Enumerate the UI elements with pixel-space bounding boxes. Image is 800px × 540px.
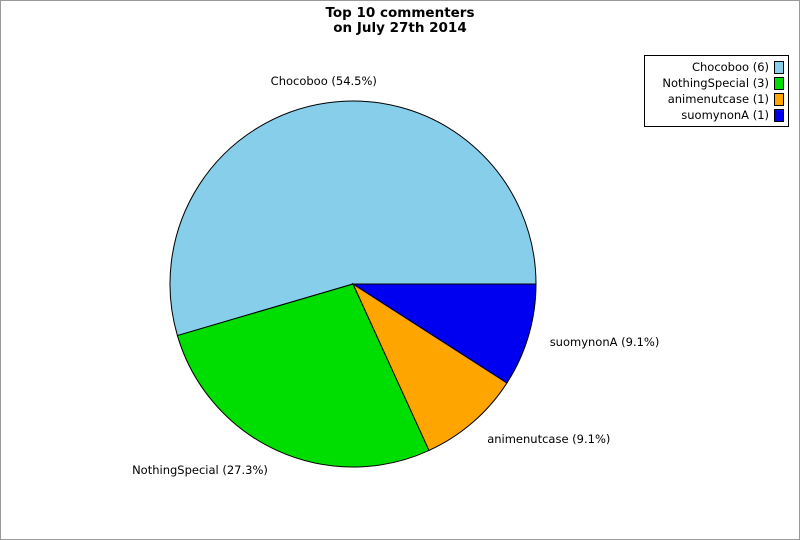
chart-title: Top 10 commenters on July 27th 2014 bbox=[1, 6, 799, 36]
legend-entry-NothingSpecial: NothingSpecial (3) bbox=[649, 75, 784, 91]
chart-title-line1: Top 10 commenters bbox=[325, 5, 475, 21]
legend-entry-label: Chocoboo (6) bbox=[691, 60, 769, 74]
pie-slice-suomynonA bbox=[351, 283, 537, 384]
legend-swatch-Chocoboo bbox=[774, 60, 784, 74]
legend-box: Chocoboo (6) NothingSpecial (3) animenutca… bbox=[644, 55, 789, 127]
slice-label-suomynonA: suomynonA (9.1%) bbox=[549, 334, 660, 349]
slice-label-Chocoboo: Chocoboo (54.5%) bbox=[270, 74, 377, 89]
legend-swatch-suomynonA bbox=[774, 108, 784, 122]
slice-label-NothingSpecial: NothingSpecial (27.3%) bbox=[132, 463, 268, 478]
legend-swatch-animenutcase bbox=[774, 92, 784, 106]
pie-slice-animenutcase bbox=[351, 282, 508, 452]
legend-entry-animenutcase: animenutcase (1) bbox=[649, 91, 784, 107]
legend-entry-label: suomynonA (1) bbox=[681, 108, 769, 122]
chart-title-line2: on July 27th 2014 bbox=[333, 20, 467, 36]
pie-slice-NothingSpecial bbox=[176, 283, 430, 468]
legend-entry-label: NothingSpecial (3) bbox=[662, 76, 769, 90]
legend-entry-suomynonA: suomynonA (1) bbox=[649, 107, 784, 123]
legend-entry-Chocoboo: Chocoboo (6) bbox=[649, 59, 784, 75]
slice-label-animenutcase: animenutcase (9.1%) bbox=[487, 431, 611, 446]
legend-entry-label: animenutcase (1) bbox=[667, 92, 769, 106]
legend-swatch-NothingSpecial bbox=[774, 76, 784, 90]
pie-slice-Chocoboo bbox=[169, 100, 537, 337]
